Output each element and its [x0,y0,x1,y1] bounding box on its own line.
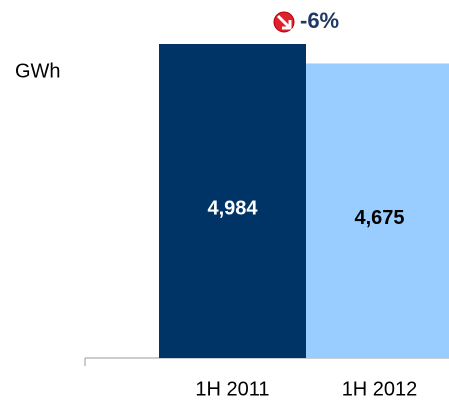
bar [306,63,449,358]
bar [159,44,306,359]
value-label: 4,675 [354,207,404,229]
change-annotation: -6% [300,8,339,33]
value-label: 4,984 [207,197,258,219]
x-tick-label: 1H 2011 [195,378,269,400]
change-icon [273,11,295,33]
x-tick-label: 1H 2012 [342,378,418,400]
y-axis-label: GWh [15,60,61,82]
